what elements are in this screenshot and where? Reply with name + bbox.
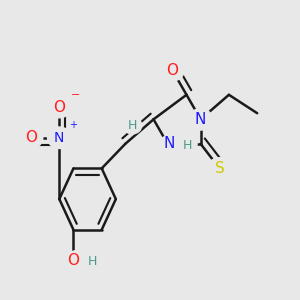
Text: H: H: [128, 119, 137, 132]
Text: N: N: [163, 136, 175, 152]
Text: O: O: [53, 100, 65, 115]
Ellipse shape: [47, 96, 71, 118]
Text: S: S: [214, 161, 224, 176]
Ellipse shape: [123, 117, 142, 134]
Ellipse shape: [189, 109, 212, 130]
Text: N: N: [195, 112, 206, 127]
Text: O: O: [25, 130, 37, 145]
Text: O: O: [167, 63, 178, 78]
Ellipse shape: [19, 127, 43, 148]
Ellipse shape: [47, 127, 71, 148]
Ellipse shape: [160, 59, 184, 81]
Text: N: N: [54, 131, 64, 145]
Ellipse shape: [159, 133, 197, 154]
Ellipse shape: [64, 250, 102, 271]
Text: +: +: [69, 121, 77, 130]
Text: H: H: [183, 139, 192, 152]
Text: O: O: [68, 253, 80, 268]
Text: H: H: [88, 256, 97, 268]
Text: −: −: [71, 90, 80, 100]
Ellipse shape: [208, 158, 231, 179]
